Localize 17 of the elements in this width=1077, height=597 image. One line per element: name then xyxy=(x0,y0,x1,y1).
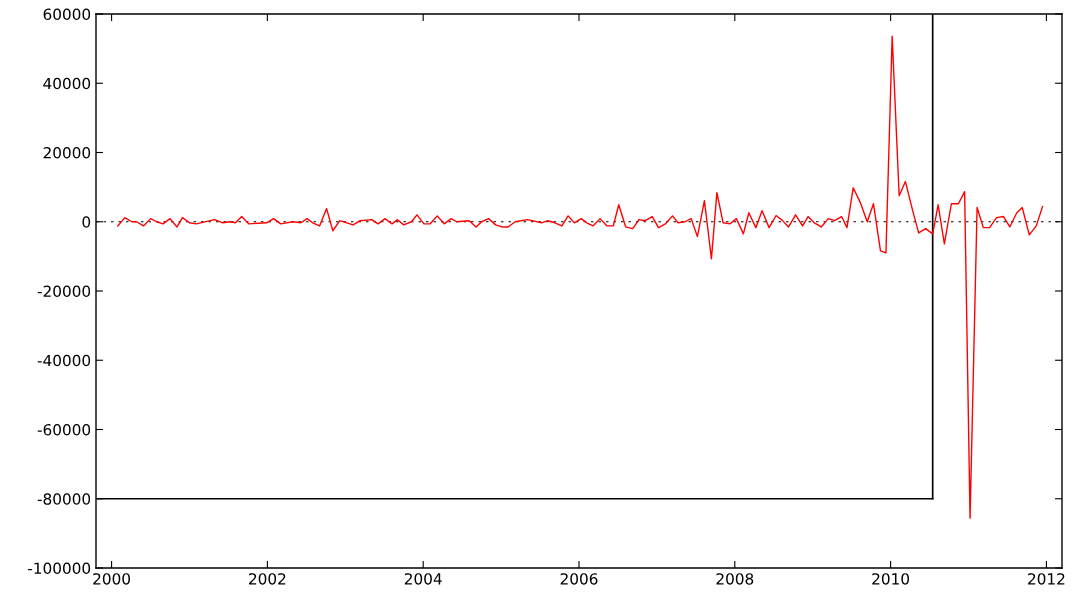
x-tick-label: 2004 xyxy=(404,573,442,585)
x-tick-label: 2010 xyxy=(872,573,910,585)
y-tick-label: 0 xyxy=(82,216,91,228)
y-tick-label: -20000 xyxy=(37,285,91,298)
y-tick-label: -60000 xyxy=(37,423,91,436)
y-tick-label: 20000 xyxy=(43,146,91,159)
x-tick-label: 2012 xyxy=(1028,573,1065,585)
y-tick-label: 40000 xyxy=(43,77,91,90)
y-tick-label: -80000 xyxy=(37,493,91,505)
y-tick-label: -40000 xyxy=(37,354,91,367)
x-tick-label: 2006 xyxy=(560,573,598,585)
x-tick-label: 2000 xyxy=(93,573,131,585)
x-tick-label: 2008 xyxy=(716,573,754,585)
y-tick-label: 60000 xyxy=(43,8,91,21)
x-tick-label: 2002 xyxy=(249,573,286,585)
y-tick-label: -100000 xyxy=(28,562,91,575)
line-series xyxy=(117,35,1044,519)
